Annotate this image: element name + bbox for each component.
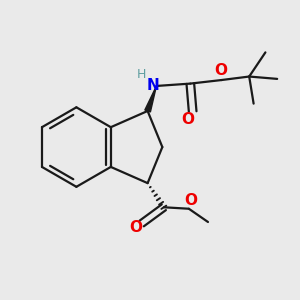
Text: O: O [184,193,197,208]
Text: N: N [146,78,159,93]
Polygon shape [145,86,157,112]
Text: H: H [136,68,146,81]
Text: O: O [215,63,228,78]
Text: O: O [129,220,142,236]
Text: O: O [181,112,194,127]
